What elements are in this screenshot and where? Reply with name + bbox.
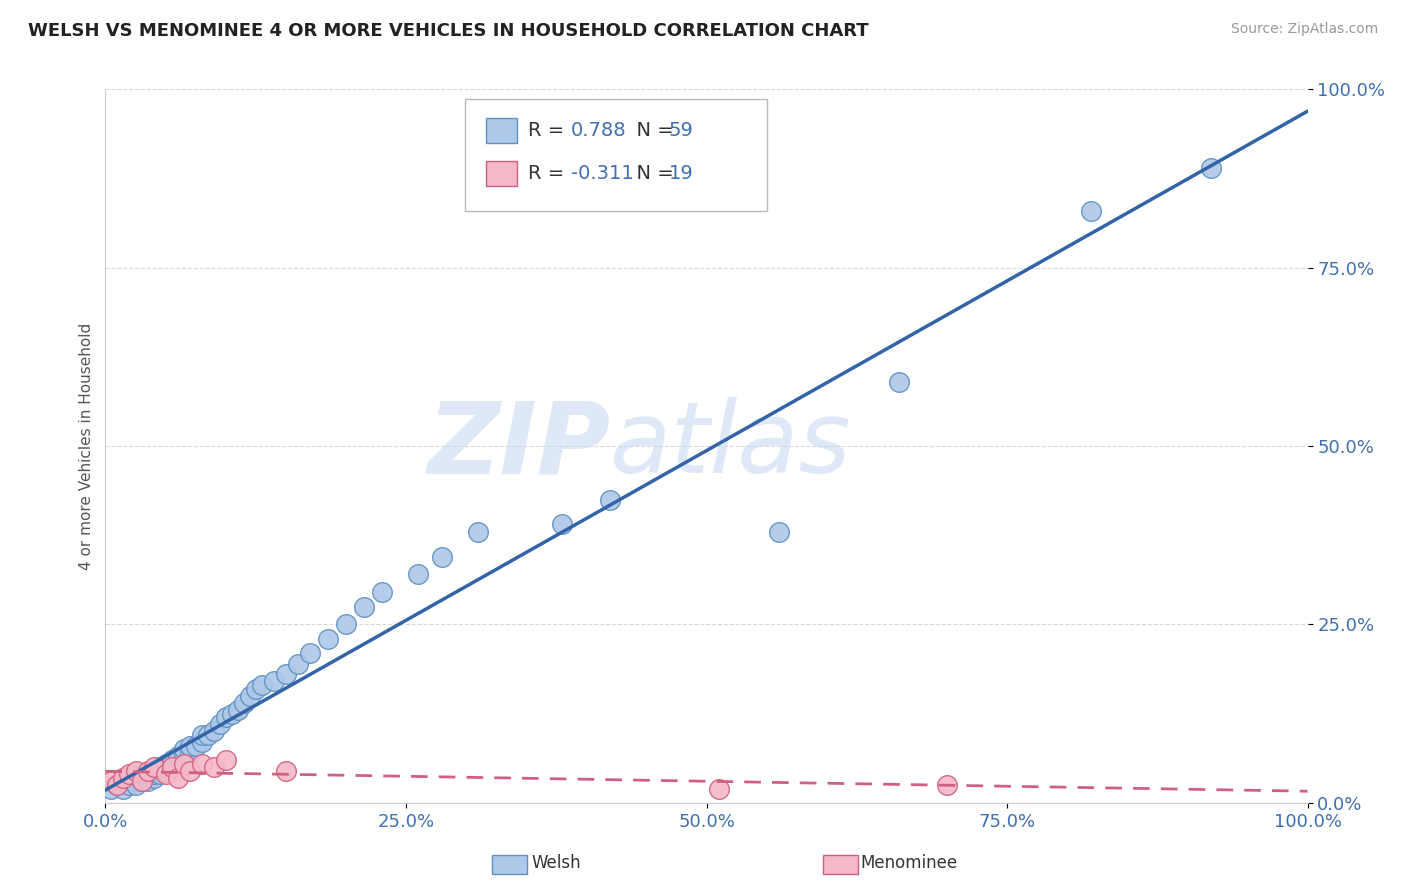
Point <box>155 767 177 781</box>
Point <box>124 778 146 792</box>
Point <box>226 703 249 717</box>
Text: Menominee: Menominee <box>860 855 957 872</box>
Point <box>214 753 236 767</box>
Y-axis label: 4 or more Vehicles in Household: 4 or more Vehicles in Household <box>79 322 94 570</box>
Point <box>707 781 730 796</box>
Point <box>467 524 489 539</box>
Point <box>107 778 129 792</box>
Point <box>155 756 177 771</box>
Text: R =: R = <box>529 120 571 140</box>
Point <box>1201 161 1223 175</box>
Point <box>131 771 153 785</box>
Point <box>148 764 170 778</box>
Point <box>214 710 236 724</box>
Text: Source: ZipAtlas.com: Source: ZipAtlas.com <box>1230 22 1378 37</box>
Point <box>118 767 141 781</box>
Point <box>274 764 297 778</box>
Point <box>406 567 429 582</box>
Point <box>184 739 207 753</box>
Point <box>599 492 621 507</box>
Point <box>887 375 910 389</box>
Text: 0.788: 0.788 <box>571 120 626 140</box>
Point <box>190 756 212 771</box>
Point <box>316 632 339 646</box>
Point <box>160 753 183 767</box>
Point <box>148 760 170 774</box>
Point <box>1080 203 1102 218</box>
Point <box>100 781 122 796</box>
Point <box>173 756 195 771</box>
Text: atlas: atlas <box>610 398 852 494</box>
Point <box>155 760 177 774</box>
Point <box>179 746 201 760</box>
Point <box>202 760 225 774</box>
Point <box>131 774 153 789</box>
Point <box>131 767 153 781</box>
Point <box>197 728 219 742</box>
Point <box>298 646 321 660</box>
Point <box>208 717 231 731</box>
Point <box>239 689 262 703</box>
Point <box>768 524 790 539</box>
Point <box>173 749 195 764</box>
Point <box>430 549 453 564</box>
Text: Welsh: Welsh <box>531 855 581 872</box>
Point <box>274 667 297 681</box>
Point <box>245 681 267 696</box>
Text: -0.311: -0.311 <box>571 163 633 183</box>
Point <box>148 767 170 781</box>
Point <box>124 774 146 789</box>
Point <box>142 767 165 781</box>
Point <box>112 771 135 785</box>
Point <box>166 749 188 764</box>
Text: N =: N = <box>624 163 681 183</box>
Point <box>335 617 357 632</box>
Point <box>131 774 153 789</box>
Point <box>250 678 273 692</box>
Point <box>263 674 285 689</box>
Point <box>136 767 159 781</box>
Point <box>124 764 146 778</box>
Point <box>136 764 159 778</box>
Point <box>232 696 254 710</box>
Text: 19: 19 <box>669 163 693 183</box>
Point <box>179 739 201 753</box>
Point <box>173 742 195 756</box>
Point <box>371 585 394 599</box>
Point <box>936 778 959 792</box>
Point <box>179 764 201 778</box>
Point <box>166 771 188 785</box>
Text: ZIP: ZIP <box>427 398 610 494</box>
Point <box>155 764 177 778</box>
Point <box>112 781 135 796</box>
Point <box>202 724 225 739</box>
Point <box>107 778 129 792</box>
Text: R =: R = <box>529 163 571 183</box>
Point <box>551 517 574 532</box>
Point <box>221 706 243 721</box>
Text: 59: 59 <box>669 120 693 140</box>
Text: N =: N = <box>624 120 681 140</box>
Point <box>160 760 183 774</box>
Point <box>142 760 165 774</box>
Point <box>287 657 309 671</box>
Point <box>190 735 212 749</box>
Point <box>142 771 165 785</box>
Point <box>136 774 159 789</box>
Text: WELSH VS MENOMINEE 4 OR MORE VEHICLES IN HOUSEHOLD CORRELATION CHART: WELSH VS MENOMINEE 4 OR MORE VEHICLES IN… <box>28 22 869 40</box>
Point <box>100 774 122 789</box>
Point <box>190 728 212 742</box>
Point <box>118 774 141 789</box>
Point <box>118 778 141 792</box>
Point <box>136 771 159 785</box>
Point <box>160 756 183 771</box>
Point <box>142 764 165 778</box>
Point <box>353 599 375 614</box>
